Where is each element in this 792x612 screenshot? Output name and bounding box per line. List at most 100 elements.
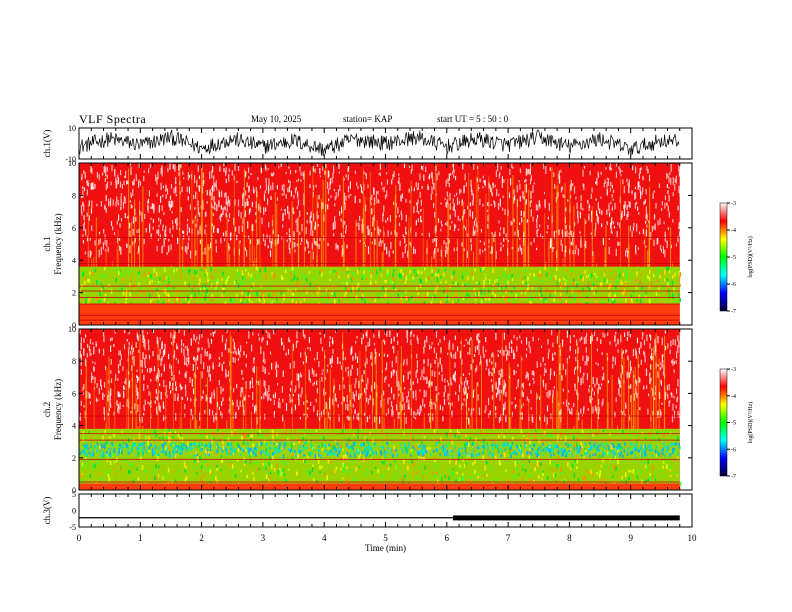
ch2-spectrogram-cyan-cell	[557, 446, 559, 450]
ch2-spectrogram-speckle	[503, 379, 505, 388]
ch2-spectrogram-speckle	[351, 346, 353, 354]
ch2-spectrogram-band-cell	[669, 469, 671, 472]
ch1-spectrogram-speckle	[268, 222, 270, 228]
ch2-spectrogram-speckle	[517, 379, 520, 383]
ch2-spectrogram-speckle	[573, 334, 575, 338]
ch1-spectrogram-speckle	[283, 189, 285, 196]
ch1-spectrogram-speckle	[446, 246, 448, 255]
ch1-spectrogram-band-cell	[539, 287, 542, 293]
ch2-spectrogram-speckle	[206, 397, 208, 401]
ch2-spectrogram-cyan-cell	[461, 446, 463, 450]
ch1-spectrogram-speckle	[224, 192, 226, 198]
ch2-spectrogram-band-cell	[431, 472, 434, 476]
ch1-spectrogram-band-cell	[245, 292, 248, 297]
ch1-spectrogram-speckle	[402, 234, 404, 239]
ch2-spectrogram-band-cell	[171, 480, 173, 485]
ch1-spectrogram-band-cell	[431, 273, 433, 277]
ch2-spectrogram-band-cell	[250, 434, 252, 438]
ch2-spectrogram-streak	[360, 378, 362, 429]
ch1-spectrogram-speckle	[570, 241, 572, 246]
ch2-spectrogram-band-cell	[436, 464, 438, 469]
ch2-spectrogram-speckle	[347, 415, 349, 421]
ch2-spectrogram-band-cell	[532, 443, 535, 447]
ch1-spectrogram-speckle	[472, 226, 474, 233]
ch1-spectrogram-band-cell	[587, 274, 590, 278]
ch1-spectrogram-speckle	[346, 244, 348, 249]
ch2-spectrogram-band-cell	[184, 478, 187, 482]
ch2-spectrogram-speckle	[110, 370, 112, 374]
ch1-spectrogram-speckle	[276, 197, 278, 201]
ch2-spectrogram-band-cell	[102, 457, 105, 461]
ch1-spectrogram-band-cell	[365, 277, 367, 281]
ch2-spectrogram-speckle	[137, 404, 139, 412]
ch1-spectrogram-speckle	[119, 245, 121, 251]
ch1-spectrogram-band-cell	[196, 270, 198, 275]
ch1-spectrogram-band-cell	[241, 291, 243, 296]
ch1-spectrogram-speckle	[81, 211, 83, 216]
ch1-spectrogram-speckle	[244, 235, 246, 238]
ch1-spectrogram-speckle	[392, 173, 394, 180]
ch1-spectrogram-speckle	[451, 221, 453, 224]
ch1-spectrogram-speckle	[324, 170, 326, 175]
ch1-spectrogram-speckle	[509, 169, 511, 175]
ch2-spectrogram-speckle	[514, 352, 516, 360]
ch2-spectrogram-band-cell	[494, 444, 497, 449]
ch2-spectrogram-band-cell	[533, 458, 536, 463]
ch2-spectrogram-speckle	[212, 364, 214, 370]
ch2-spectrogram-speckle	[583, 337, 585, 345]
ch2-spectrogram-speckle	[388, 383, 390, 387]
ch2-spectrogram-speckle	[79, 350, 81, 358]
ch1-spectrogram-speckle	[416, 210, 418, 213]
ch1-spectrogram-band-cell	[594, 286, 596, 289]
ch1-spectrogram-band-cell	[679, 284, 681, 287]
ch2-spectrogram-band-cell	[421, 441, 423, 444]
ch2-spectrogram-band-cell	[550, 434, 552, 438]
ch2-spectrogram-band-cell	[283, 469, 285, 472]
ch2-spectrogram-speckle	[355, 378, 357, 384]
ch2-spectrogram-speckle	[467, 341, 469, 345]
ch2-spectrogram-speckle	[198, 334, 201, 341]
ch1-spectrogram-speckle	[82, 234, 84, 237]
ch2-spectrogram-band-cell	[382, 474, 384, 479]
ch1-spectrogram-band-cell	[504, 267, 507, 271]
ch1-spectrogram-speckle	[280, 163, 282, 167]
ch1-spectrogram-speckle	[338, 163, 340, 170]
ch1-spectrogram-band-cell	[129, 292, 131, 297]
ch2-spectrogram-speckle	[589, 396, 591, 403]
ch1-spectrogram-speckle	[620, 174, 622, 177]
ch1-spectrogram-band-cell	[213, 269, 216, 273]
ch1-spectrogram-ytick-label: 0	[72, 321, 76, 330]
ch1-spectrogram-speckle	[343, 178, 345, 181]
ch2-spectrogram-speckle	[638, 347, 640, 354]
ch2-spectrogram-streak	[376, 384, 378, 429]
ch1-spectrogram-speckle	[248, 176, 250, 180]
ch1-spectrogram-speckle	[585, 240, 587, 249]
ch2-spectrogram-speckle	[278, 398, 280, 401]
ch2-spectrogram-band-cell	[293, 455, 296, 459]
ch1-spectrogram-speckle	[554, 183, 556, 189]
ch1-spectrogram-band-cell	[593, 273, 596, 276]
ch2-spectrogram-band-cell	[185, 476, 188, 480]
ch1-spectrogram-speckle	[638, 173, 640, 180]
ch1-spectrogram-band-cell	[217, 287, 219, 292]
ch2-spectrogram-band-cell	[533, 465, 535, 469]
ch1-spectrogram-band-cell	[417, 270, 420, 275]
ch2-spectrogram-speckle	[476, 345, 478, 350]
ch1-spectrogram-band-cell	[356, 269, 359, 275]
ch2-spectrogram-speckle	[392, 345, 394, 349]
ch1-spectrogram-speckle	[445, 202, 447, 207]
ch1-spectrogram-speckle	[562, 194, 564, 198]
ch1-spectrogram-speckle	[595, 181, 597, 184]
ch2-spectrogram-speckle	[426, 376, 428, 384]
ch2-spectrogram-band-cell	[172, 436, 174, 439]
ch1-spectrogram-speckle	[420, 215, 422, 223]
ch1-spectrogram-band-cell	[678, 271, 681, 276]
ch2-spectrogram-streak	[350, 384, 352, 429]
ch1-spectrogram-colorbar-tick-label: -6	[731, 282, 736, 288]
ch1-spectrogram-streak	[395, 185, 397, 267]
ch2-spectrogram-streak	[633, 410, 635, 429]
ch1-spectrogram-speckle	[310, 220, 313, 229]
ch2-spectrogram-streak	[650, 380, 652, 429]
ch2-spectrogram-band-cell	[553, 472, 555, 478]
ch2-spectrogram-band-cell	[230, 462, 232, 466]
